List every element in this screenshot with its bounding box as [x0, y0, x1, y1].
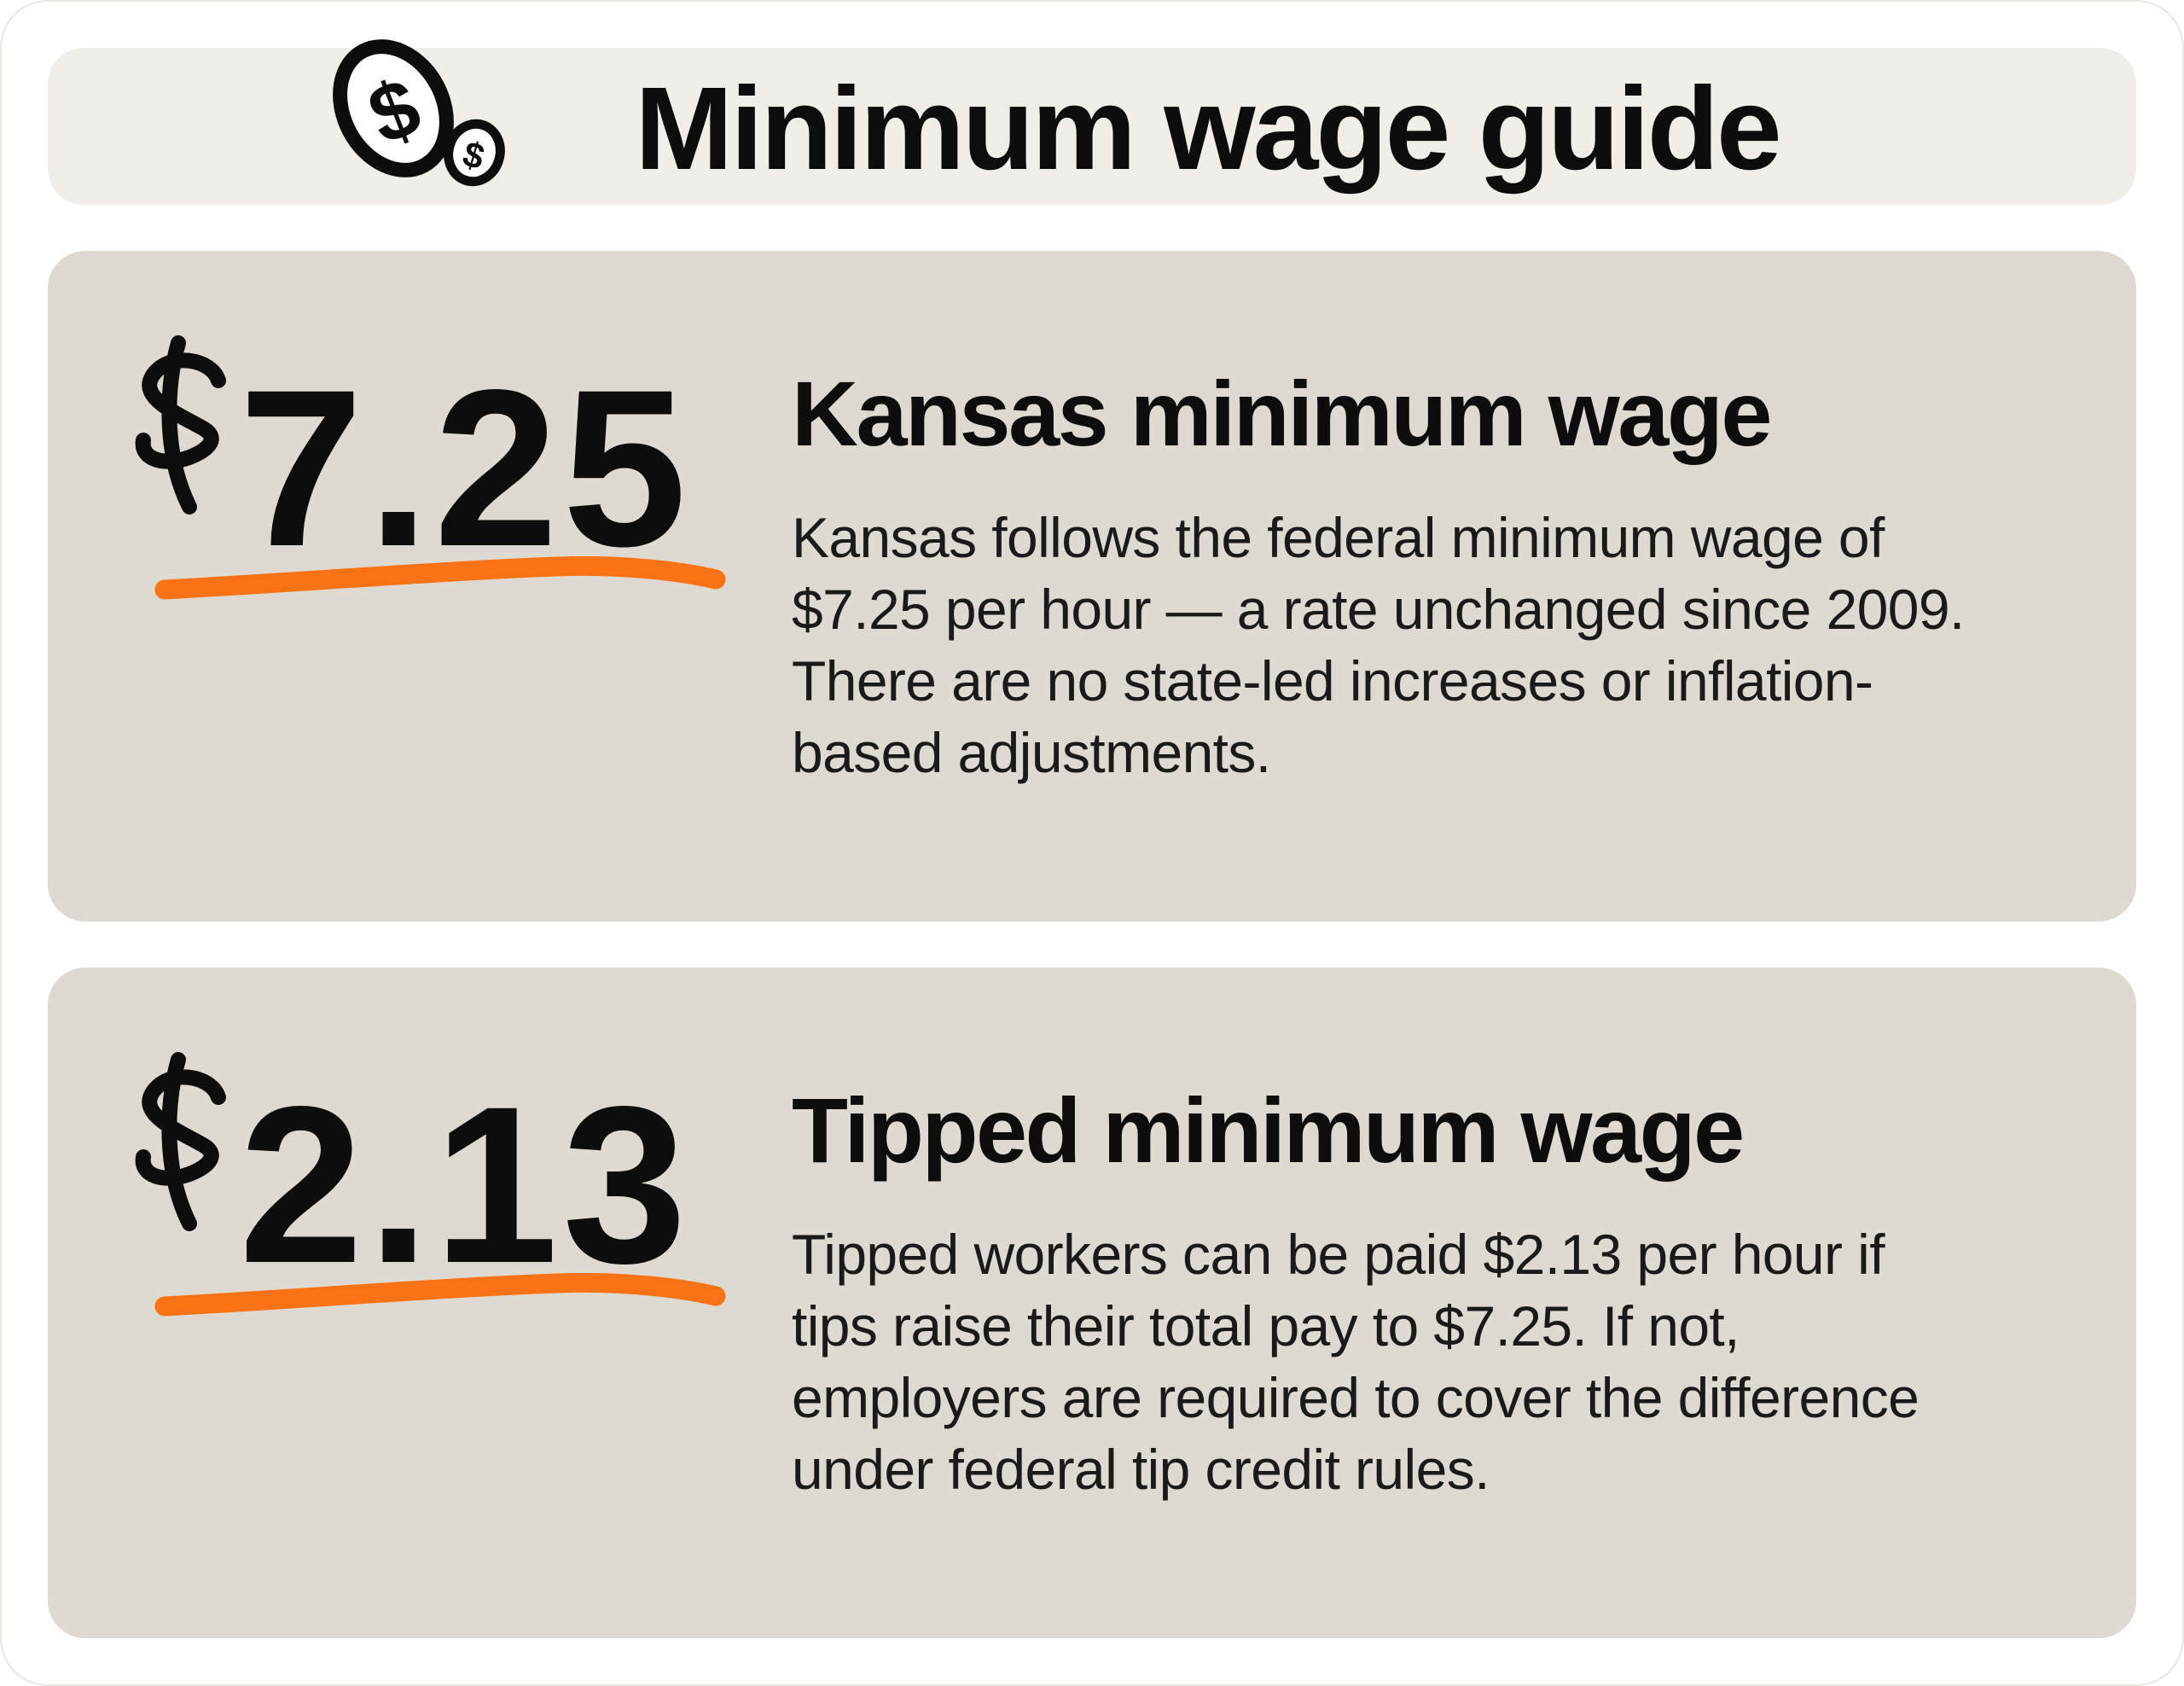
body-line: Tipped workers can be paid $2.13 per hou…	[792, 1223, 1885, 1286]
body-line: There are no state-led increases or infl…	[792, 649, 1873, 712]
title-row: $ $ Minimum wage guide	[328, 39, 1782, 197]
body-line: employers are required to cover the diff…	[792, 1366, 1920, 1429]
amount-underline-stroke	[154, 556, 726, 600]
amount-value: 7.25	[239, 343, 691, 593]
body-line: based adjustments.	[792, 721, 1271, 784]
card-tipped-minimum-wage: 2.13 Tipped minimum wage Tipped workers …	[48, 968, 2136, 1638]
body-line: tips raise their total pay to $7.25. If …	[792, 1294, 1740, 1358]
body-line: Kansas follows the federal minimum wage …	[792, 506, 1885, 569]
card-body: Kansas follows the federal minimum wage …	[792, 502, 1965, 788]
amount-value: 2.13	[239, 1060, 691, 1310]
page-title: Minimum wage guide	[635, 63, 1781, 195]
dollar-coins-icon: $ $	[333, 39, 506, 187]
card-body: Tipped workers can be paid $2.13 per hou…	[792, 1218, 1920, 1505]
body-line: $7.25 per hour — a rate unchanged since …	[792, 578, 1965, 641]
dollar-sign-icon	[135, 335, 226, 515]
card-heading: Kansas minimum wage	[792, 362, 1772, 465]
card-heading: Tipped minimum wage	[792, 1078, 1745, 1182]
amount-underline-stroke	[154, 1273, 726, 1317]
header-band: $ $ Minimum wage guide	[48, 39, 2136, 205]
card-kansas-minimum-wage: 7.25 Kansas minimum wage Kansas follows …	[48, 251, 2136, 921]
dollar-sign-icon	[135, 1052, 226, 1231]
body-line: under federal tip credit rules.	[792, 1438, 1490, 1501]
